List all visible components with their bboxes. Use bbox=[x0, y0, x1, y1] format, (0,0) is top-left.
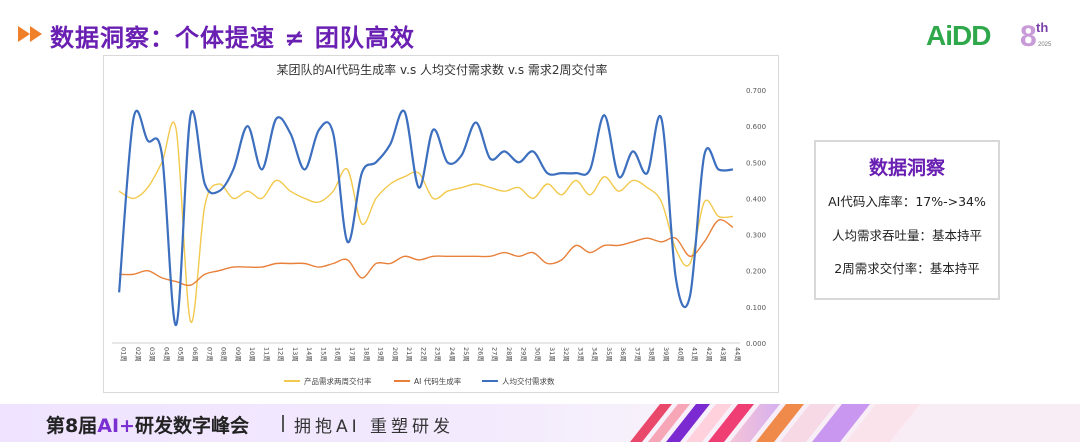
insight-panel: 数据洞察 AI代码入库率：17%->34% 人均需求吞吐量：基本持平 2周需求交… bbox=[814, 140, 1000, 300]
event-name-post: 研发数字峰会 bbox=[134, 415, 249, 437]
event-name: 第8届AI+研发数字峰会 bbox=[46, 411, 249, 438]
series-line-2 bbox=[118, 109, 733, 327]
y-tick-label: 0.200 bbox=[746, 268, 766, 276]
aidd-logo: AiDD 8 th 2025 bbox=[926, 20, 1052, 52]
footer-divider bbox=[282, 415, 284, 432]
x-tick-label: 44周 bbox=[733, 347, 741, 362]
page-title: 数据洞察：个体提速 ≠ 团队高效 bbox=[50, 24, 415, 52]
insight-line-throughput: 人均需求吞吐量：基本持平 bbox=[831, 228, 982, 243]
series-line-1 bbox=[119, 218, 734, 287]
x-tick-label: 36周 bbox=[619, 347, 627, 362]
event-name-pre: 第8届 bbox=[46, 415, 98, 437]
chart-frame: 某团队的AI代码生成率 v.s 人均交付需求数 v.s 需求2周交付率 0.00… bbox=[103, 55, 779, 393]
insight-title: 数据洞察 bbox=[868, 157, 945, 179]
x-tick-label: 30周 bbox=[534, 347, 542, 362]
x-tick-label: 05周 bbox=[177, 347, 185, 362]
x-tick-label: 35周 bbox=[605, 347, 613, 362]
logo-suffix: th bbox=[1036, 20, 1048, 35]
event-name-ai: AI+ bbox=[97, 415, 135, 437]
x-tick-label: 28周 bbox=[505, 347, 513, 362]
x-tick-label: 22周 bbox=[419, 347, 427, 362]
y-tick-label: 0.100 bbox=[746, 304, 766, 312]
x-tick-label: 11周 bbox=[262, 347, 270, 362]
x-tick-label: 12周 bbox=[277, 347, 285, 362]
x-tick-label: 29周 bbox=[519, 347, 527, 362]
chart-title: 某团队的AI代码生成率 v.s 人均交付需求数 v.s 需求2周交付率 bbox=[276, 62, 607, 77]
series-line-0 bbox=[118, 121, 733, 323]
x-tick-label: 39周 bbox=[662, 347, 670, 362]
logo-year: 2025 bbox=[1038, 42, 1052, 48]
x-tick-label: 17周 bbox=[348, 347, 356, 362]
x-tick-label: 06周 bbox=[191, 347, 199, 362]
header: 数据洞察：个体提速 ≠ 团队高效 AiDD 8 th 2025 bbox=[0, 0, 1080, 60]
legend-label: 产品需求两周交付率 bbox=[304, 376, 372, 386]
y-tick-label: 0.400 bbox=[746, 195, 766, 203]
x-tick-label: 07周 bbox=[205, 347, 213, 362]
x-tick-label: 31周 bbox=[548, 347, 556, 362]
line-chart: 某团队的AI代码生成率 v.s 人均交付需求数 v.s 需求2周交付率 0.00… bbox=[112, 62, 766, 386]
x-tick-label: 23周 bbox=[434, 347, 442, 362]
y-tick-label: 0.700 bbox=[746, 87, 766, 95]
x-tick-label: 04周 bbox=[162, 347, 170, 362]
decorative-stripes-art bbox=[630, 404, 1080, 442]
y-tick-label: 0.300 bbox=[746, 232, 766, 240]
x-tick-label: 25周 bbox=[462, 347, 470, 362]
x-tick-label: 14周 bbox=[305, 347, 313, 362]
x-tick-label: 37周 bbox=[633, 347, 641, 362]
x-tick-label: 19周 bbox=[377, 347, 385, 362]
event-slogan: 拥抱AI 重塑研发 bbox=[294, 417, 455, 437]
x-tick-label: 26周 bbox=[476, 347, 484, 362]
x-tick-label: 38周 bbox=[648, 347, 656, 362]
x-tick-label: 18周 bbox=[362, 347, 370, 362]
logo-edition: 8 bbox=[1020, 20, 1037, 52]
x-tick-label: 41周 bbox=[691, 347, 699, 362]
x-tick-label: 01周 bbox=[120, 347, 128, 362]
x-tick-label: 33周 bbox=[576, 347, 584, 362]
x-tick-label: 32周 bbox=[562, 347, 570, 362]
x-tick-label: 03周 bbox=[148, 347, 156, 362]
legend-label: AI 代码生成率 bbox=[414, 376, 462, 386]
x-tick-label: 02周 bbox=[134, 347, 142, 362]
x-tick-label: 34周 bbox=[591, 347, 599, 362]
x-tick-label: 10周 bbox=[248, 347, 256, 362]
x-tick-label: 40周 bbox=[676, 347, 684, 362]
x-tick-label: 13周 bbox=[291, 347, 299, 362]
insight-line-ai-rate: AI代码入库率：17%->34% bbox=[828, 194, 986, 209]
footer-banner: 第8届AI+研发数字峰会 拥抱AI 重塑研发 bbox=[0, 404, 1080, 442]
x-tick-label: 09周 bbox=[234, 347, 242, 362]
x-tick-label: 43周 bbox=[719, 347, 727, 362]
insight-line-delivery-rate: 2周需求交付率：基本持平 bbox=[834, 261, 980, 276]
x-tick-label: 08周 bbox=[220, 347, 228, 362]
y-tick-label: 0.600 bbox=[746, 123, 766, 131]
play-arrow-icon bbox=[18, 26, 42, 42]
x-tick-label: 15周 bbox=[319, 347, 327, 362]
x-tick-label: 21周 bbox=[405, 347, 413, 362]
x-tick-label: 20周 bbox=[391, 347, 399, 362]
logo-text: AiDD bbox=[926, 20, 991, 51]
x-tick-label: 42周 bbox=[705, 347, 713, 362]
y-tick-label: 0.500 bbox=[746, 159, 766, 167]
x-tick-label: 24周 bbox=[448, 347, 456, 362]
legend-label: 人均交付需求数 bbox=[502, 376, 555, 386]
x-tick-label: 27周 bbox=[491, 347, 499, 362]
y-tick-label: 0.000 bbox=[746, 340, 766, 348]
x-tick-label: 16周 bbox=[334, 347, 342, 362]
